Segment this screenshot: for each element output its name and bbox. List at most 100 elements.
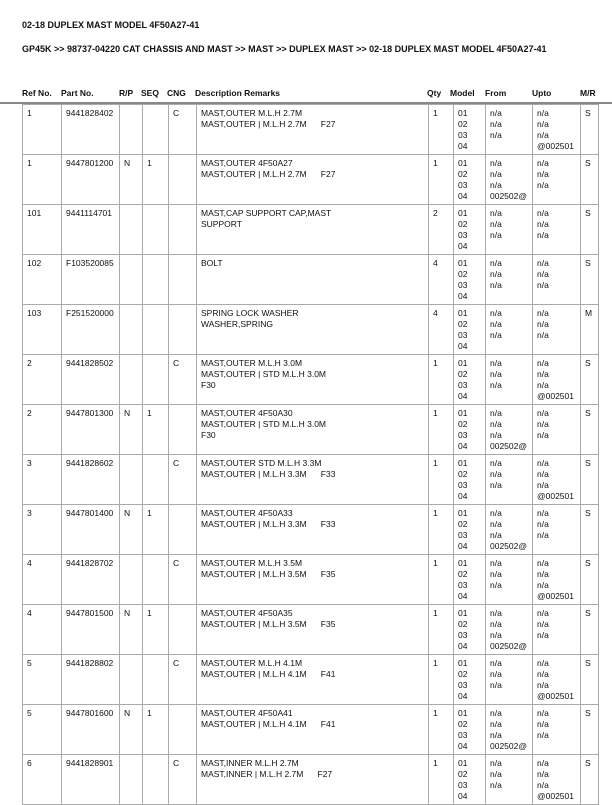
cell-model: 01 02 03 04 bbox=[453, 454, 486, 505]
cell-from: n/a n/a n/a 002502@ bbox=[485, 404, 533, 455]
cell-description: MAST,OUTER 4F50A27 MAST,OUTER | M.L.H 2.… bbox=[196, 154, 429, 205]
cell-rp bbox=[119, 354, 143, 405]
cell-cng: C bbox=[168, 654, 197, 705]
cell-ref-no: 4 bbox=[22, 554, 62, 605]
table-row: 4 9447801500 N 1 MAST,OUTER 4F50A35 MAST,OUT… bbox=[22, 604, 599, 655]
cell-qty: 1 bbox=[428, 554, 454, 605]
header-cng: CNG bbox=[167, 88, 186, 98]
cell-qty: 1 bbox=[428, 654, 454, 705]
cell-seq bbox=[142, 654, 169, 705]
cell-rp: N bbox=[119, 504, 143, 555]
cell-mr: S bbox=[580, 604, 599, 655]
table-row: 2 9441828502 C MAST,OUTER M.L.H 3.0M MAST,O… bbox=[22, 354, 599, 405]
cell-from: n/a n/a n/a 002502@ bbox=[485, 154, 533, 205]
cell-description: MAST,OUTER M.L.H 3.0M MAST,OUTER | STD M… bbox=[196, 354, 429, 405]
cell-seq bbox=[142, 254, 169, 305]
cell-upto: n/a n/a n/a bbox=[532, 704, 581, 755]
cell-rp: N bbox=[119, 404, 143, 455]
cell-part-no: 9441828901 bbox=[61, 754, 120, 805]
cell-description: MAST,OUTER M.L.H 4.1M MAST,OUTER | M.L.H… bbox=[196, 654, 429, 705]
cell-qty: 1 bbox=[428, 604, 454, 655]
cell-cng bbox=[168, 254, 197, 305]
header-qty: Qty bbox=[427, 88, 442, 98]
cell-upto: n/a n/a n/a bbox=[532, 154, 581, 205]
cell-cng: C bbox=[168, 354, 197, 405]
cell-qty: 1 bbox=[428, 404, 454, 455]
cell-upto: n/a n/a n/a @002501 bbox=[532, 354, 581, 405]
table-header: Ref No. Part No. R/P SEQ CNG Description… bbox=[0, 88, 612, 104]
cell-upto: n/a n/a n/a bbox=[532, 604, 581, 655]
table-row: 6 9441828901 C MAST,INNER M.L.H 2.7M MAST,I… bbox=[22, 754, 599, 805]
cell-upto: n/a n/a n/a bbox=[532, 204, 581, 255]
cell-qty: 1 bbox=[428, 154, 454, 205]
cell-ref-no: 4 bbox=[22, 604, 62, 655]
cell-part-no: F251520000 bbox=[61, 304, 120, 355]
cell-rp bbox=[119, 304, 143, 355]
cell-upto: n/a n/a n/a @002501 bbox=[532, 104, 581, 155]
cell-part-no: 9441828702 bbox=[61, 554, 120, 605]
cell-cng bbox=[168, 404, 197, 455]
cell-model: 01 02 03 04 bbox=[453, 304, 486, 355]
cell-ref-no: 101 bbox=[22, 204, 62, 255]
header-model: Model bbox=[450, 88, 475, 98]
cell-upto: n/a n/a n/a @002501 bbox=[532, 654, 581, 705]
cell-description: MAST,OUTER M.L.H 3.5M MAST,OUTER | M.L.H… bbox=[196, 554, 429, 605]
table-row: 2 9447801300 N 1 MAST,OUTER 4F50A30 MAST,OUT… bbox=[22, 404, 599, 455]
cell-part-no: 9447801200 bbox=[61, 154, 120, 205]
cell-ref-no: 6 bbox=[22, 754, 62, 805]
header-seq: SEQ bbox=[141, 88, 159, 98]
cell-upto: n/a n/a n/a @002501 bbox=[532, 754, 581, 805]
cell-description: SPRING LOCK WASHER WASHER,SPRING bbox=[196, 304, 429, 355]
cell-part-no: 9447801400 bbox=[61, 504, 120, 555]
cell-part-no: 9441828502 bbox=[61, 354, 120, 405]
cell-seq bbox=[142, 204, 169, 255]
cell-from: n/a n/a n/a bbox=[485, 454, 533, 505]
header-from: From bbox=[485, 88, 507, 98]
cell-from: n/a n/a n/a bbox=[485, 354, 533, 405]
cell-part-no: F103520085 bbox=[61, 254, 120, 305]
cell-qty: 1 bbox=[428, 704, 454, 755]
cell-rp bbox=[119, 254, 143, 305]
cell-seq: 1 bbox=[142, 154, 169, 205]
cell-from: n/a n/a n/a bbox=[485, 254, 533, 305]
cell-model: 01 02 03 04 bbox=[453, 504, 486, 555]
cell-seq bbox=[142, 354, 169, 405]
header-part: Part No. bbox=[61, 88, 94, 98]
cell-seq bbox=[142, 304, 169, 355]
cell-qty: 1 bbox=[428, 504, 454, 555]
cell-from: n/a n/a n/a 002502@ bbox=[485, 704, 533, 755]
cell-rp: N bbox=[119, 604, 143, 655]
cell-upto: n/a n/a n/a bbox=[532, 254, 581, 305]
header-upto: Upto bbox=[532, 88, 552, 98]
cell-ref-no: 102 bbox=[22, 254, 62, 305]
cell-cng: C bbox=[168, 104, 197, 155]
cell-description: MAST,OUTER M.L.H 2.7M MAST,OUTER | M.L.H… bbox=[196, 104, 429, 155]
cell-mr: S bbox=[580, 104, 599, 155]
table-row: 102 F103520085 BOLT 4 01 02 03 04 n/a n/a n/a… bbox=[22, 254, 599, 305]
cell-mr: S bbox=[580, 554, 599, 605]
cell-part-no: 9441114701 bbox=[61, 204, 120, 255]
cell-cng bbox=[168, 504, 197, 555]
parts-table: 1 9441828402 C MAST,OUTER M.L.H 2.7M MAST,O… bbox=[22, 104, 599, 805]
cell-cng bbox=[168, 704, 197, 755]
cell-upto: n/a n/a n/a bbox=[532, 504, 581, 555]
cell-rp bbox=[119, 654, 143, 705]
cell-part-no: 9441828602 bbox=[61, 454, 120, 505]
cell-cng bbox=[168, 604, 197, 655]
cell-rp bbox=[119, 104, 143, 155]
cell-qty: 4 bbox=[428, 254, 454, 305]
table-row: 103 F251520000 SPRING LOCK WASHER WASHER,S… bbox=[22, 304, 599, 355]
cell-ref-no: 1 bbox=[22, 154, 62, 205]
cell-qty: 1 bbox=[428, 354, 454, 405]
cell-model: 01 02 03 04 bbox=[453, 554, 486, 605]
cell-ref-no: 5 bbox=[22, 654, 62, 705]
header-desc: Description Remarks bbox=[195, 88, 281, 98]
cell-seq bbox=[142, 554, 169, 605]
cell-model: 01 02 03 04 bbox=[453, 154, 486, 205]
cell-description: MAST,OUTER 4F50A30 MAST,OUTER | STD M.L.… bbox=[196, 404, 429, 455]
table-row: 101 9441114701 MAST,CAP SUPPORT CAP,MAST S… bbox=[22, 204, 599, 255]
cell-from: n/a n/a n/a 002502@ bbox=[485, 504, 533, 555]
cell-seq bbox=[142, 754, 169, 805]
cell-part-no: 9441828402 bbox=[61, 104, 120, 155]
cell-description: MAST,OUTER 4F50A33 MAST,OUTER | M.L.H 3.… bbox=[196, 504, 429, 555]
